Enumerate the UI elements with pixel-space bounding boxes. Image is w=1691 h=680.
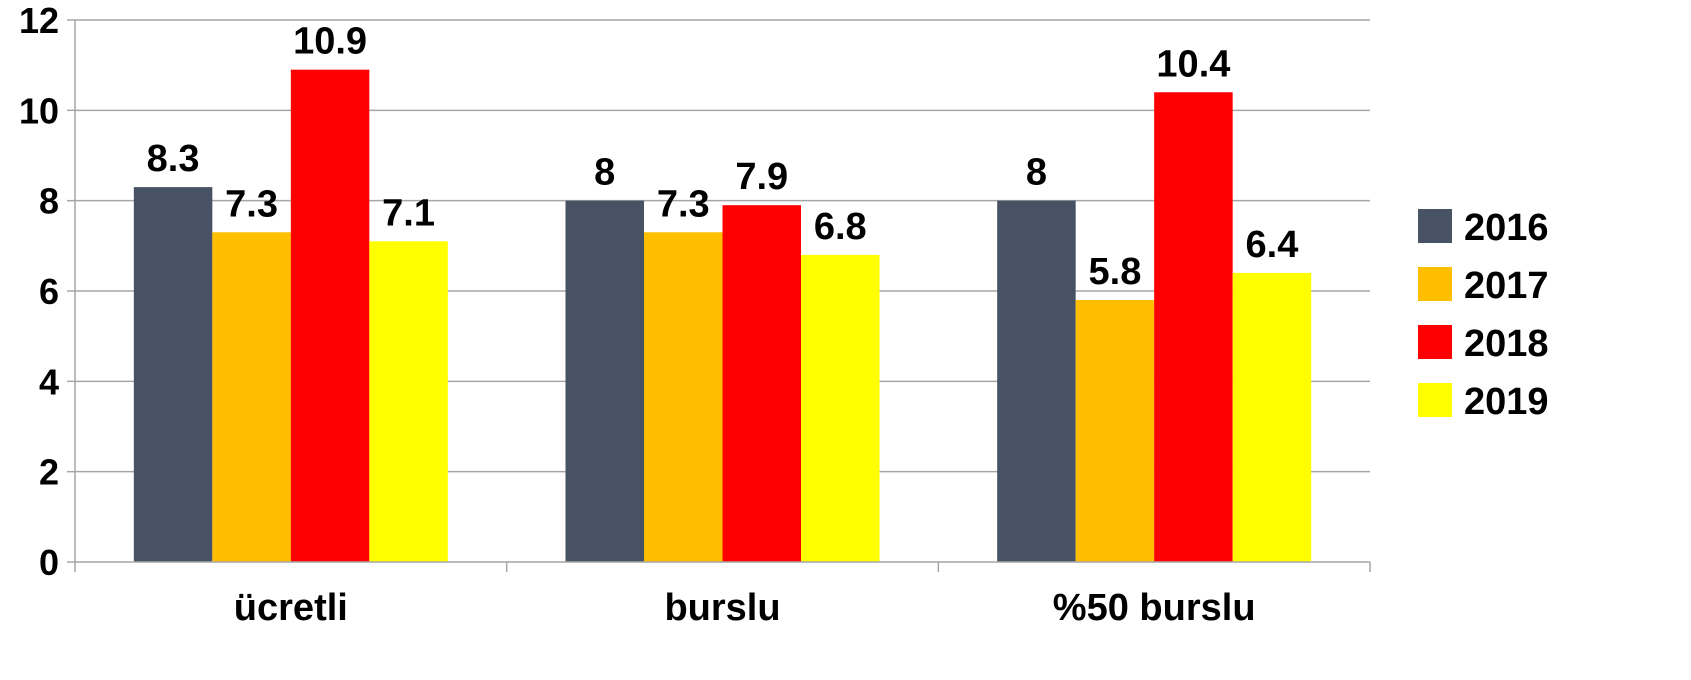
y-tick-label: 6 — [39, 271, 59, 312]
bar-2018-0 — [290, 69, 370, 562]
bar-2019-2 — [1232, 272, 1312, 562]
bar-2016-2 — [997, 200, 1076, 562]
data-label: 10.4 — [1156, 43, 1230, 85]
data-label: 10.9 — [293, 21, 367, 63]
legend-swatch — [1418, 209, 1452, 243]
legend-swatch — [1418, 383, 1452, 417]
axes: 0 2 4 6 8 10 12 ücretli burslu %50 burslu — [19, 0, 1371, 629]
y-tick-label: 10 — [19, 90, 59, 131]
bar-2019-0 — [369, 241, 448, 563]
y-tick-label: 12 — [19, 0, 59, 41]
bar-2017-2 — [1075, 300, 1155, 562]
legend-swatch — [1418, 325, 1452, 359]
legend-label: 2017 — [1464, 265, 1549, 307]
x-category-label: ücretli — [234, 587, 348, 629]
data-label: 8.3 — [147, 138, 200, 180]
y-tick-label: 2 — [39, 452, 59, 493]
y-tick-label: 4 — [39, 361, 59, 402]
data-label: 5.8 — [1089, 251, 1142, 293]
bar-2017-1 — [644, 232, 723, 563]
x-category-label: burslu — [664, 587, 780, 629]
bar-2016-0 — [133, 187, 213, 562]
data-label: 6.8 — [814, 206, 867, 248]
legend-swatch — [1418, 267, 1452, 301]
bars — [133, 69, 1312, 563]
data-label: 8 — [594, 152, 615, 194]
data-label: 6.4 — [1246, 224, 1299, 266]
bar-2019-1 — [801, 254, 880, 562]
legend-label: 2019 — [1464, 381, 1549, 423]
data-label: 7.9 — [735, 156, 788, 198]
data-label: 7.3 — [225, 183, 278, 225]
y-tick-label: 8 — [39, 181, 59, 222]
data-label: 8 — [1026, 152, 1047, 194]
bar-2018-2 — [1154, 92, 1233, 563]
bar-2016-1 — [565, 200, 644, 562]
legend: 2016 2017 2018 2019 — [1418, 207, 1549, 423]
data-labels: 8.3 7.3 10.9 7.1 8 7.3 7.9 6.8 8 5.8 10.4 6.4 — [147, 21, 1299, 293]
legend-label: 2016 — [1464, 207, 1549, 249]
data-label: 7.1 — [382, 192, 435, 234]
y-tick-label: 0 — [39, 542, 59, 583]
x-category-label: %50 burslu — [1053, 587, 1256, 629]
legend-label: 2018 — [1464, 323, 1549, 365]
bar-2018-1 — [722, 205, 801, 562]
bar-2017-0 — [212, 232, 291, 563]
data-label: 7.3 — [657, 183, 710, 225]
